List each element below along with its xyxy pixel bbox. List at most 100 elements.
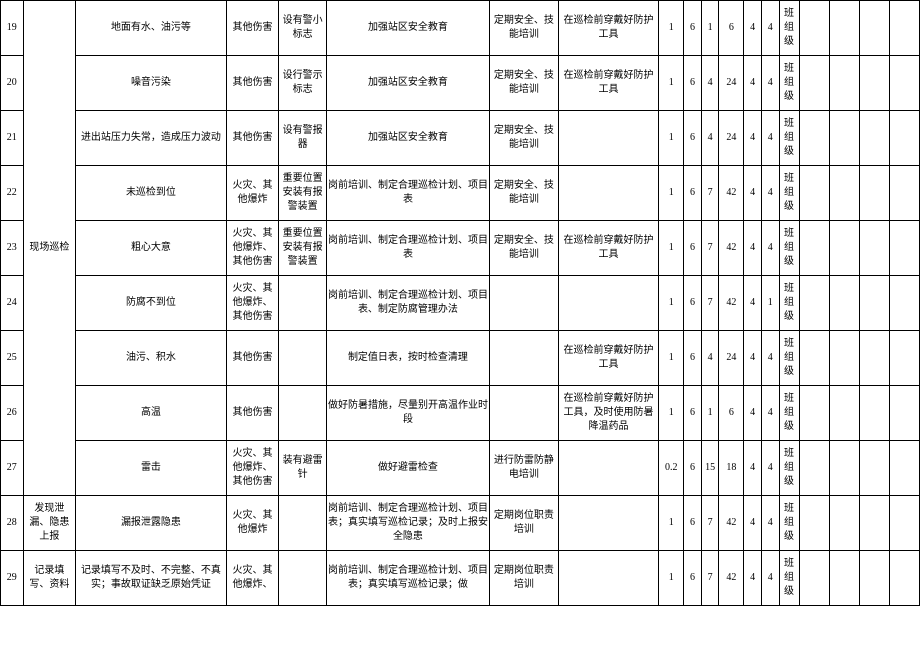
empty-cell (859, 166, 889, 221)
protect-cell: 在巡检前穿戴好防护工具 (558, 221, 658, 276)
num5-cell: 4 (744, 441, 762, 496)
empty-cell (859, 221, 889, 276)
hazard-cell: 雷击 (76, 441, 226, 496)
num6-cell: 4 (761, 166, 779, 221)
empty-cell (799, 56, 829, 111)
hazard-cell: 未巡检到位 (76, 166, 226, 221)
num1-cell: 1 (659, 111, 684, 166)
level-cell: 班组级 (779, 1, 799, 56)
num2-cell: 6 (684, 56, 702, 111)
hazard-cell: 噪音污染 (76, 56, 226, 111)
protect-cell (558, 276, 658, 331)
row-number-cell: 21 (1, 111, 24, 166)
num3-cell: 7 (701, 166, 719, 221)
num6-cell: 4 (761, 441, 779, 496)
type-cell: 火灾、其他爆炸 (226, 496, 279, 551)
empty-cell (859, 386, 889, 441)
empty-cell (859, 276, 889, 331)
empty-cell (799, 1, 829, 56)
table-row: 26高温其他伤害做好防暑措施，尽量别开高温作业时段在巡检前穿戴好防护工具，及时使… (1, 386, 920, 441)
measure-cell: 设有警小标志 (279, 1, 327, 56)
empty-cell (829, 1, 859, 56)
empty-cell (859, 331, 889, 386)
category-cell: 记录填写、资料 (23, 551, 76, 606)
training2-cell: 定期安全、技能培训 (489, 1, 558, 56)
num1-cell: 1 (659, 331, 684, 386)
measure-cell (279, 276, 327, 331)
num6-cell: 4 (761, 386, 779, 441)
num1-cell: 1 (659, 551, 684, 606)
num6-cell: 4 (761, 111, 779, 166)
num6-cell: 1 (761, 276, 779, 331)
measure-cell: 重要位置安装有报警装置 (279, 166, 327, 221)
empty-cell (889, 386, 919, 441)
table-row: 25油污、积水其他伤害制定值日表，按时检查清理在巡检前穿戴好防护工具164244… (1, 331, 920, 386)
training2-cell: 进行防雷防静电培训 (489, 441, 558, 496)
num4-cell: 24 (719, 56, 744, 111)
table-row: 24防腐不到位火灾、其他爆炸、其他伤害岗前培训、制定合理巡检计划、项目表、制定防… (1, 276, 920, 331)
num3-cell: 7 (701, 276, 719, 331)
training2-cell: 定期岗位职责培训 (489, 551, 558, 606)
num5-cell: 4 (744, 496, 762, 551)
empty-cell (889, 166, 919, 221)
type-cell: 其他伤害 (226, 386, 279, 441)
num3-cell: 4 (701, 111, 719, 166)
measure-cell (279, 496, 327, 551)
training-cell: 做好避雷检查 (326, 441, 489, 496)
num2-cell: 6 (684, 331, 702, 386)
category-cell: 现场巡检 (23, 1, 76, 496)
table-row: 19现场巡检地面有水、油污等其他伤害设有警小标志加强站区安全教育定期安全、技能培… (1, 1, 920, 56)
training-cell: 岗前培训、制定合理巡检计划、项目表 (326, 221, 489, 276)
table-row: 21进出站压力失常，造成压力波动其他伤害设有警报器加强站区安全教育定期安全、技能… (1, 111, 920, 166)
num6-cell: 4 (761, 1, 779, 56)
measure-cell: 重要位置安装有报警装置 (279, 221, 327, 276)
empty-cell (799, 221, 829, 276)
training-cell: 制定值日表，按时检查清理 (326, 331, 489, 386)
training-cell: 岗前培训、制定合理巡检计划、项目表；真实填写巡检记录；及时上报安全隐患 (326, 496, 489, 551)
training2-cell (489, 276, 558, 331)
empty-cell (829, 386, 859, 441)
empty-cell (889, 111, 919, 166)
num5-cell: 4 (744, 166, 762, 221)
hazard-cell: 记录填写不及时、不完整、不真实；事故取证缺乏原始凭证 (76, 551, 226, 606)
level-cell: 班组级 (779, 551, 799, 606)
num1-cell: 0.2 (659, 441, 684, 496)
protect-cell (558, 551, 658, 606)
num5-cell: 4 (744, 331, 762, 386)
num2-cell: 6 (684, 441, 702, 496)
empty-cell (829, 496, 859, 551)
empty-cell (799, 551, 829, 606)
training2-cell: 定期安全、技能培训 (489, 56, 558, 111)
empty-cell (829, 56, 859, 111)
empty-cell (889, 276, 919, 331)
empty-cell (799, 331, 829, 386)
hazard-cell: 漏报泄露隐患 (76, 496, 226, 551)
table-row: 22未巡检到位火灾、其他爆炸重要位置安装有报警装置岗前培训、制定合理巡检计划、项… (1, 166, 920, 221)
protect-cell: 在巡检前穿戴好防护工具，及时使用防暑降温药品 (558, 386, 658, 441)
level-cell: 班组级 (779, 276, 799, 331)
measure-cell (279, 386, 327, 441)
type-cell: 火灾、其他爆炸、其他伤害 (226, 276, 279, 331)
empty-cell (799, 166, 829, 221)
num3-cell: 4 (701, 56, 719, 111)
empty-cell (859, 551, 889, 606)
num4-cell: 6 (719, 1, 744, 56)
num6-cell: 4 (761, 496, 779, 551)
measure-cell: 设有警报器 (279, 111, 327, 166)
training-cell: 岗前培训、制定合理巡检计划、项目表；真实填写巡检记录；做 (326, 551, 489, 606)
type-cell: 其他伤害 (226, 331, 279, 386)
row-number-cell: 24 (1, 276, 24, 331)
training-cell: 加强站区安全教育 (326, 1, 489, 56)
empty-cell (799, 111, 829, 166)
training2-cell: 定期安全、技能培训 (489, 166, 558, 221)
training2-cell: 定期安全、技能培训 (489, 221, 558, 276)
empty-cell (799, 386, 829, 441)
num2-cell: 6 (684, 166, 702, 221)
num3-cell: 1 (701, 1, 719, 56)
level-cell: 班组级 (779, 166, 799, 221)
num1-cell: 1 (659, 221, 684, 276)
empty-cell (859, 56, 889, 111)
num5-cell: 4 (744, 221, 762, 276)
num4-cell: 42 (719, 551, 744, 606)
num2-cell: 6 (684, 221, 702, 276)
